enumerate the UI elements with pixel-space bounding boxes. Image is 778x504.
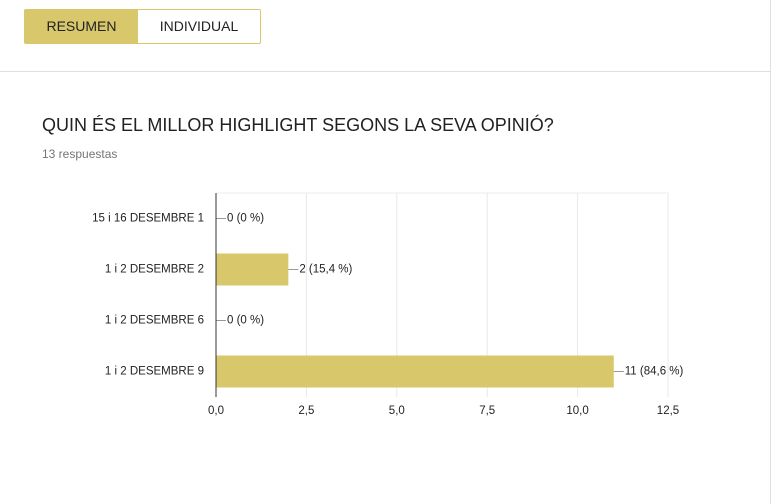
x-tick-label: 7,5 [479, 405, 495, 417]
divider [0, 71, 770, 72]
y-tick-label: 1 i 2 DESEMBRE 2 [105, 264, 204, 276]
response-count: 13 respuestas [42, 147, 118, 161]
tab-bar: RESUMEN INDIVIDUAL [24, 9, 261, 44]
y-tick-label: 15 i 16 DESEMBRE 1 [92, 213, 204, 225]
x-tick-label: 10,0 [566, 405, 588, 417]
tab[interactable]: RESUMEN [25, 10, 138, 43]
x-tick-label: 12,5 [657, 405, 679, 417]
y-tick-label: 1 i 2 DESEMBRE 6 [105, 315, 204, 327]
bar [216, 253, 289, 286]
x-tick-label: 5,0 [389, 405, 405, 417]
value-label: 2 (15,4 %) [299, 264, 352, 276]
value-label: 0 (0 %) [227, 315, 264, 327]
value-label: 0 (0 %) [227, 213, 264, 225]
value-label: 11 (84,6 %) [625, 366, 684, 378]
y-tick-label: 1 i 2 DESEMBRE 9 [105, 366, 204, 378]
x-tick-label: 2,5 [298, 405, 314, 417]
x-tick-label: 0,0 [208, 405, 224, 417]
bar [216, 355, 614, 388]
question-title: QUIN ÉS EL MILLOR HIGHLIGHT SEGONS LA SE… [42, 115, 554, 135]
scroll-edge [770, 0, 771, 504]
tab[interactable]: INDIVIDUAL [159, 18, 239, 34]
